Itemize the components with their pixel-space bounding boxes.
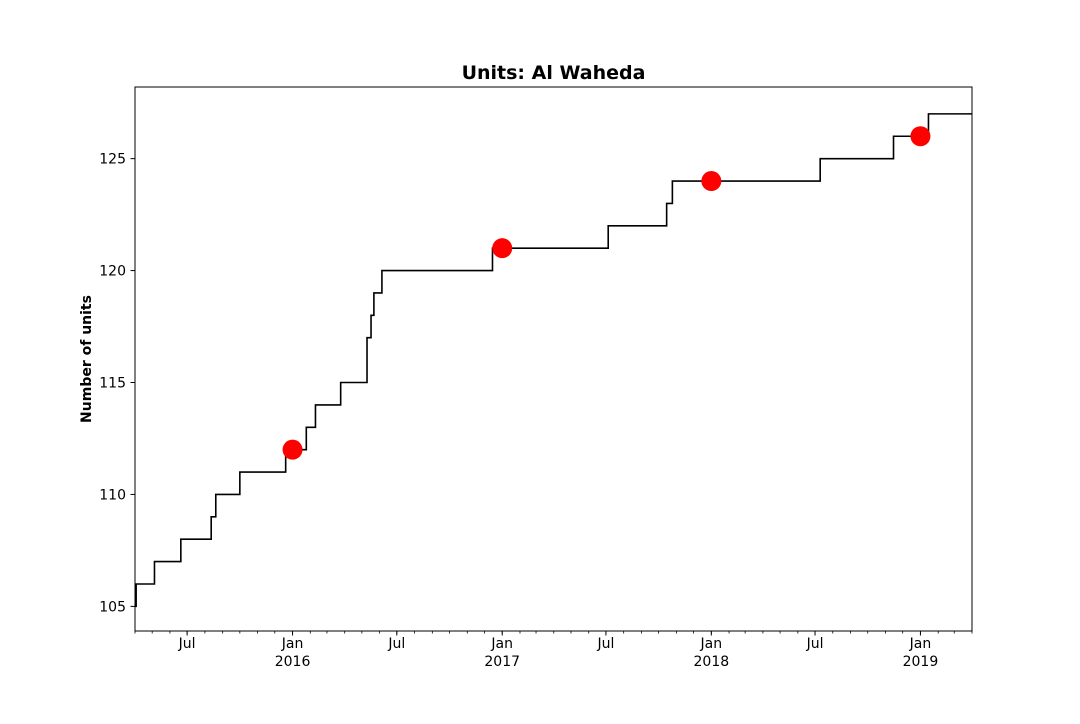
x-tick-label: Jul	[596, 636, 614, 652]
units-step-line	[135, 113, 972, 608]
year-start-marker	[910, 126, 931, 147]
x-tick-label: Jul	[178, 636, 196, 652]
plot-frame	[134, 86, 973, 632]
year-start-marker	[282, 439, 303, 460]
x-tick-label: Jan	[281, 636, 304, 652]
plot-area: 105 110 115 120 125 Jul Jan 2016 Jul Jan 2017 Jul Ja…	[99, 86, 973, 670]
x-tick-label: Jan	[490, 636, 513, 652]
x-tick-label: Jan	[700, 636, 723, 652]
y-tick-label: 115	[99, 376, 126, 392]
x-tick-year-label: 2019	[903, 654, 939, 670]
x-tick-year-label: 2018	[694, 654, 730, 670]
chart-title: Units: Al Waheda	[462, 62, 646, 84]
year-start-marker	[492, 238, 513, 259]
y-axis-label: Number of units	[79, 295, 95, 423]
x-tick-year-label: 2016	[275, 654, 311, 670]
y-tick-label: 125	[99, 152, 126, 168]
x-tick-year-label: 2017	[484, 654, 520, 670]
x-tick-label: Jul	[806, 636, 824, 652]
y-tick-label: 120	[99, 264, 126, 280]
year-start-marker	[701, 171, 722, 192]
x-tick-label: Jul	[387, 636, 405, 652]
y-tick-label: 105	[99, 599, 126, 615]
y-tick-label: 110	[99, 487, 126, 503]
x-tick-label: Jan	[909, 636, 932, 652]
